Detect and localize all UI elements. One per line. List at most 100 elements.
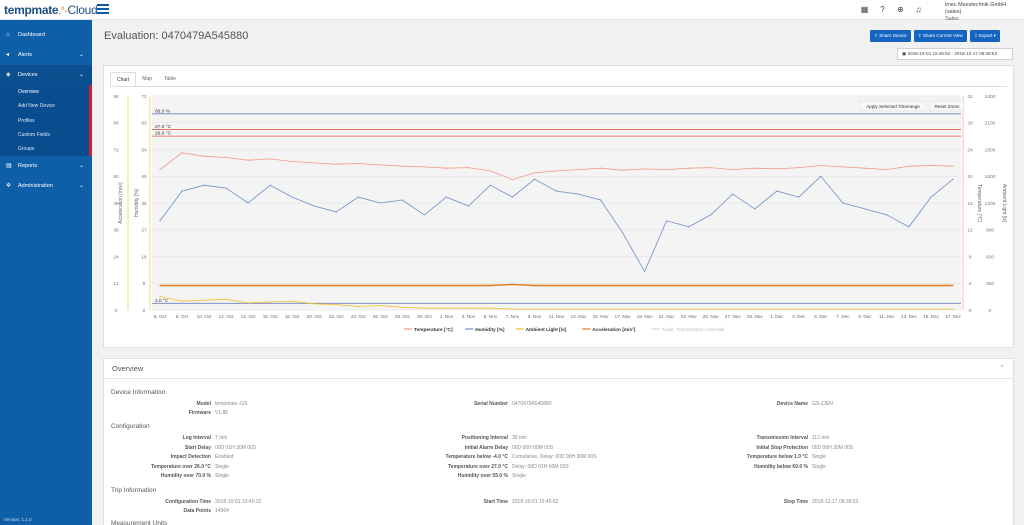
series-humidity-point (688, 226, 690, 228)
sidebar-item-reports[interactable]: ▤ Reports ⌄ (0, 156, 92, 176)
y-tick-label: 0 (969, 308, 972, 314)
section-measurement-units: Measurement Units (111, 520, 168, 525)
info-value: Cumulative, Delay: 00D 00H 30M 00S (512, 454, 597, 460)
info-row: Firmware V1.85 (109, 410, 228, 416)
date-range-text: 2018-10-01 15:45:52 - 2018-12-17 08:38:5… (907, 51, 998, 56)
overview-header[interactable]: Overview ⌃ (104, 359, 1013, 379)
chevron-down-icon: ⌄ (78, 163, 84, 170)
y-tick-label: 300 (986, 281, 994, 287)
subnav-profiles[interactable]: Profiles (18, 117, 35, 124)
help-icon[interactable]: ? (880, 5, 885, 14)
tab-chart[interactable]: Chart (110, 72, 137, 86)
info-value: 7 min (215, 435, 228, 441)
series-ambient-light-point (666, 308, 668, 310)
apply-timerange-button[interactable] (859, 100, 927, 112)
series-humidity-point (798, 196, 800, 198)
y-tick-label: 36 (113, 228, 119, 234)
series-acceleration-point (732, 284, 734, 287)
sidebar-item-administration[interactable]: ✲ Administration ⌄ (0, 176, 92, 196)
x-tick-label: 11. Dec (879, 314, 895, 319)
series-ambient-light-point (291, 300, 293, 302)
menu-toggle-icon[interactable] (97, 4, 109, 16)
bell-icon[interactable]: ♫ (915, 5, 922, 14)
series-temperature-point (820, 164, 822, 167)
subnav-overview[interactable]: Overview (18, 89, 39, 95)
series-humidity-point (225, 187, 227, 189)
x-tick-label: 8. Oct (176, 314, 189, 319)
series-acceleration-point (247, 284, 249, 287)
info-row: Serial Number 0470479A545880 (404, 401, 552, 407)
brand-suffix: Cloud (67, 3, 98, 17)
series-temperature-point (621, 169, 624, 171)
sidebar-item-alerts[interactable]: ◂ Alerts ⌄ (0, 45, 92, 65)
info-row: Temperature below -4.0 °C Cumulative, Del… (404, 454, 597, 460)
share-view-button[interactable]: ⇪ Share Current View (913, 30, 967, 42)
sidebar-item-devices[interactable]: ◈ Devices ⌄ (0, 65, 92, 85)
info-key: Start Delay (184, 444, 211, 451)
series-acceleration-point (599, 284, 602, 287)
subnav-custom-fields[interactable]: Custom Fields (18, 131, 50, 138)
info-value: 0470479A545880 (512, 401, 552, 407)
series-ambient-light-point (467, 307, 469, 309)
brand-logo[interactable]: tempmate.°-Cloud (4, 3, 98, 17)
series-acceleration-point (798, 284, 800, 287)
date-range-picker[interactable]: ▣ 2018-10-01 15:45:52 - 2018-12-17 08:38… (897, 48, 1013, 60)
section-device-information: Device Information (111, 389, 166, 396)
share-device-button[interactable]: ⇪ Share Device (870, 30, 911, 42)
y-tick-label: 1800 (985, 147, 996, 153)
series-acceleration-point (908, 284, 910, 287)
series-humidity-point (710, 214, 712, 216)
series-temperature-point (225, 156, 227, 159)
series-acceleration-point (842, 284, 844, 287)
user-menu[interactable]: imec Messtechnik GmbH (sales) Sales (945, 2, 1021, 23)
series-acceleration-point (269, 284, 271, 287)
series-ambient-light-point (555, 308, 558, 310)
y-tick-label: 45 (141, 174, 147, 180)
globe-icon[interactable]: ⊕ (897, 5, 904, 14)
export-button[interactable]: ⇩ Export ▾ (969, 30, 1000, 42)
x-tick-label: 18. Oct (285, 314, 301, 319)
info-value: 2018-10-01 13:40:32 (215, 499, 262, 505)
series-ambient-light-point (776, 308, 778, 310)
series-acceleration-point (952, 284, 954, 287)
x-tick-label: 1. Nov (440, 314, 454, 319)
tab-table[interactable]: Table (163, 76, 176, 82)
series-humidity-point (930, 196, 932, 198)
series-humidity-point (203, 184, 205, 186)
series-temperature-point (952, 165, 954, 167)
series-ambient-light-point (577, 308, 580, 310)
megaphone-icon: ◂ (6, 52, 10, 58)
tab-map[interactable]: Map (142, 76, 152, 82)
info-key: Humidity over 70.0 % (160, 473, 211, 479)
sidebar-item-label: Alerts (18, 52, 33, 58)
chevron-up-icon[interactable]: ⌃ (999, 365, 1005, 372)
series-ambient-light-point (644, 308, 646, 310)
reset-zoom-button[interactable] (929, 100, 965, 112)
y-tick-label: 63 (141, 121, 147, 127)
sidebar-item-dashboard[interactable]: ⌂ Dashboard (0, 25, 92, 45)
info-row: Temperature over 26.0 °C Single (109, 464, 229, 470)
subnav-add-device[interactable]: Add New Device (18, 103, 55, 110)
series-temperature-point (577, 168, 580, 171)
subnav-groups[interactable]: Groups (18, 146, 35, 153)
x-tick-label: 15. Dec (923, 314, 940, 319)
evaluation-chart[interactable]: 0122436486072849609182736455463720481216… (104, 88, 1013, 346)
x-tick-label: 5. Dec (814, 314, 828, 319)
y-tick-label: 24 (113, 254, 119, 260)
version-text: Version: 1.1.0 (4, 517, 32, 522)
info-key: Positioning Interval (461, 435, 508, 441)
series-ambient-light-point (181, 300, 183, 302)
y-tick-label: 900 (986, 228, 994, 234)
info-value: Single (215, 463, 229, 470)
info-row: Model tempmate.-GS (109, 401, 248, 407)
y-tick-label: 2400 (985, 94, 996, 100)
series-acceleration-point (688, 284, 690, 287)
series-ambient-light-point (886, 308, 888, 310)
series-temperature-point (599, 167, 602, 169)
x-tick-label: 26. Oct (373, 314, 389, 319)
series-humidity-point (291, 196, 293, 198)
info-key: Configuration Time (165, 499, 211, 505)
grid-icon[interactable]: ▦ (860, 5, 869, 14)
series-acceleration-point (159, 284, 161, 287)
section-configuration: Configuration (111, 423, 150, 430)
